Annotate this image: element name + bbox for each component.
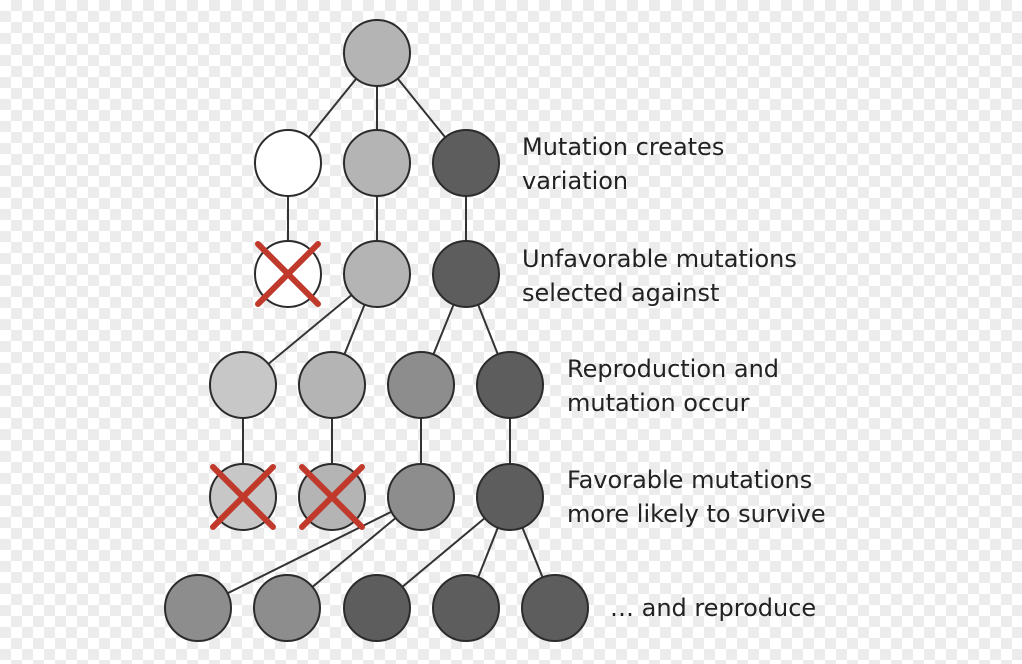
label-line: Reproduction and: [567, 355, 780, 383]
node-g2b: [343, 240, 411, 308]
label-line: mutation occur: [567, 389, 750, 417]
node-g2c: [432, 240, 500, 308]
label-line: Mutation creates: [522, 133, 725, 161]
label-reproduce: … and reproduce: [610, 591, 816, 625]
node-g3c: [387, 351, 455, 419]
node-g1b: [343, 129, 411, 197]
node-g3d: [476, 351, 544, 419]
label-reproduction: Reproduction and mutation occur: [567, 352, 779, 420]
label-line: variation: [522, 167, 629, 195]
node-g1a: [254, 129, 322, 197]
label-favorable: Favorable mutations more likely to survi…: [567, 463, 826, 531]
node-g4c: [387, 463, 455, 531]
node-g5e: [521, 574, 589, 642]
cross-icon: [255, 241, 321, 307]
node-g5b: [253, 574, 321, 642]
label-line: … and reproduce: [610, 594, 817, 622]
label-mutation: Mutation creates variation: [522, 130, 724, 198]
node-g4d: [476, 463, 544, 531]
node-g5c: [343, 574, 411, 642]
label-line: Unfavorable mutations: [522, 245, 797, 273]
node-g1c: [432, 129, 500, 197]
label-unfavorable: Unfavorable mutations selected against: [522, 242, 797, 310]
node-g3b: [298, 351, 366, 419]
node-g3a: [209, 351, 277, 419]
label-line: more likely to survive: [567, 500, 826, 528]
cross-icon: [210, 464, 276, 530]
cross-icon: [299, 464, 365, 530]
label-line: selected against: [522, 279, 720, 307]
edge-g4c-g5a: [197, 496, 422, 609]
node-g5d: [432, 574, 500, 642]
node-g5a: [164, 574, 232, 642]
label-line: Favorable mutations: [567, 466, 813, 494]
node-root: [343, 19, 411, 87]
